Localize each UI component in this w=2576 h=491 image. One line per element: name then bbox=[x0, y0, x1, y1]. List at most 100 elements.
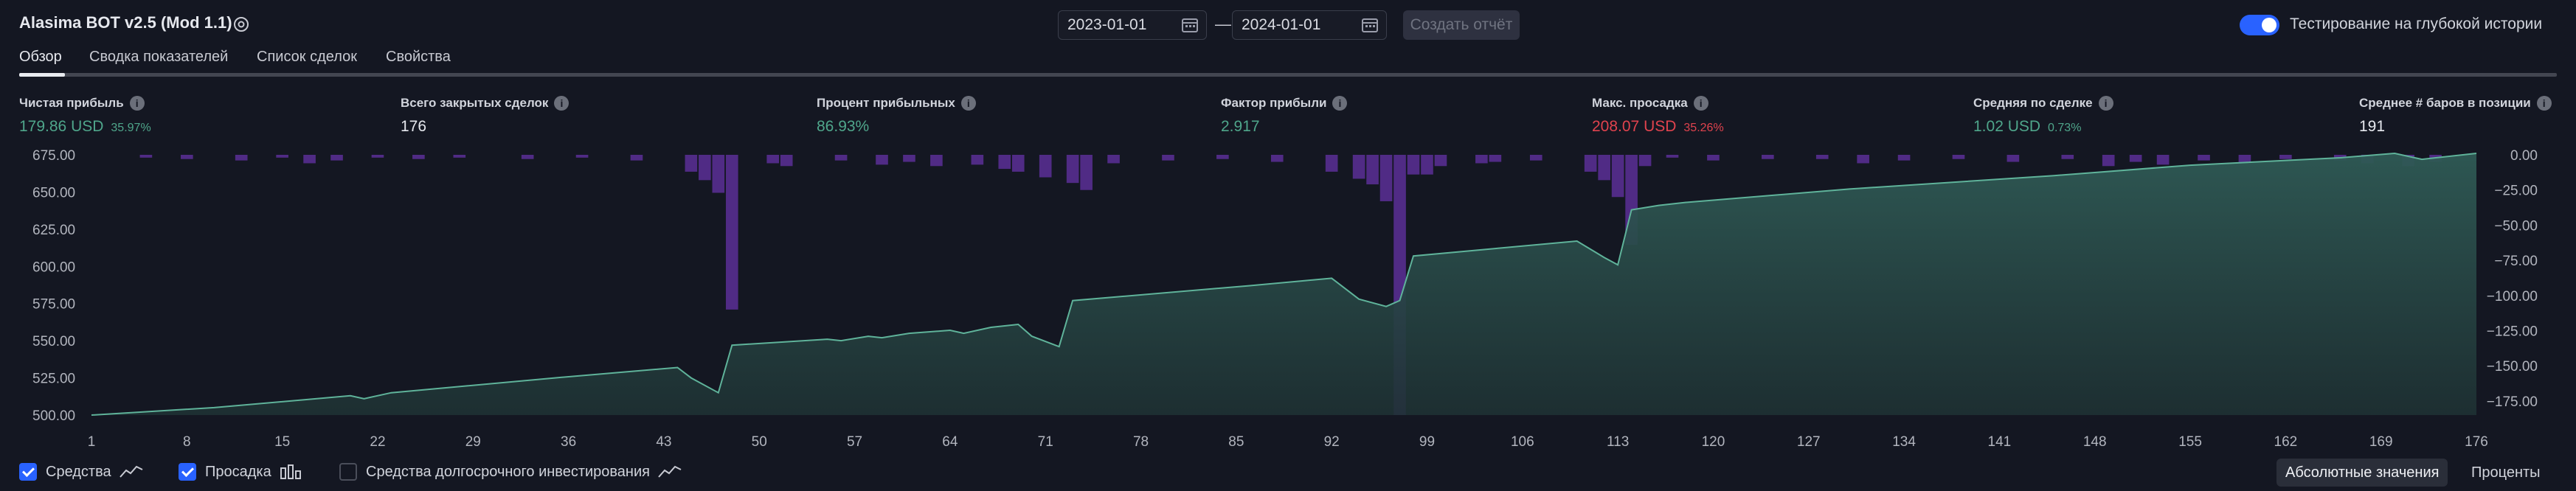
x-axis-tick: 85 bbox=[1228, 434, 1244, 450]
x-axis-tick: 78 bbox=[1133, 434, 1149, 450]
percent-values-button[interactable]: Проценты bbox=[2471, 464, 2541, 481]
stat-label: Макс. просадка bbox=[1592, 96, 1688, 110]
legend-long-term-equity[interactable]: Средства долгосрочного инвестирования bbox=[339, 463, 682, 481]
stat-value: 179.86 USD bbox=[19, 118, 104, 135]
legend-equity[interactable]: Средства bbox=[19, 463, 144, 481]
drawdown-bar bbox=[303, 155, 316, 164]
info-icon[interactable]: i bbox=[129, 96, 145, 111]
drawdown-bar bbox=[1598, 155, 1610, 181]
stat-total-closed-trades: Всего закрытых сделок i 176 bbox=[401, 96, 569, 136]
deep-history-toggle[interactable] bbox=[2240, 15, 2279, 35]
drawdown-bar bbox=[1080, 155, 1093, 190]
drawdown-bar bbox=[2198, 155, 2210, 161]
y-axis-right-tick: −150.00 bbox=[2487, 359, 2538, 375]
drawdown-bar bbox=[453, 155, 466, 158]
tab-performance-summary[interactable]: Сводка показателей bbox=[89, 49, 229, 65]
stat-profit-factor: Фактор прибыли i 2.917 bbox=[1221, 96, 1348, 136]
y-axis-left-tick: 675.00 bbox=[32, 148, 75, 164]
equity-drawdown-chart[interactable]: 675.00 650.00 625.00 600.00 575.00 550.00 525.… bbox=[0, 147, 2576, 451]
drawdown-checkbox[interactable] bbox=[179, 463, 196, 481]
tab-properties[interactable]: Свойства bbox=[386, 49, 451, 65]
date-separator: — bbox=[1215, 15, 1231, 33]
x-axis-tick: 8 bbox=[183, 434, 191, 450]
bar-chart-icon bbox=[280, 464, 301, 479]
drawdown-bar bbox=[276, 155, 288, 158]
calendar-icon[interactable] bbox=[1361, 17, 1379, 33]
deep-history-label: Тестирование на глубокой истории bbox=[2290, 15, 2543, 32]
tab-trades-list[interactable]: Список сделок bbox=[257, 49, 357, 65]
equity-checkbox[interactable] bbox=[19, 463, 37, 481]
date-from-value: 2023-01-01 bbox=[1067, 16, 1147, 33]
stat-value: 176 bbox=[401, 118, 427, 135]
calendar-icon[interactable] bbox=[1181, 17, 1199, 33]
equity-area bbox=[91, 153, 2476, 415]
drawdown-bar bbox=[1039, 155, 1052, 178]
stat-label: Процент прибыльных bbox=[817, 96, 955, 110]
stat-avg-bars-in-trade: Среднее # баров в позиции i 191 bbox=[2359, 96, 2552, 136]
drawdown-bar bbox=[521, 155, 534, 159]
info-icon[interactable]: i bbox=[554, 96, 569, 111]
info-icon[interactable]: i bbox=[1693, 96, 1708, 111]
y-axis-right-tick: −175.00 bbox=[2487, 394, 2538, 410]
drawdown-bar bbox=[235, 155, 248, 161]
x-axis-tick: 169 bbox=[2369, 434, 2393, 450]
drawdown-bar bbox=[1857, 155, 1869, 164]
drawdown-bar bbox=[1421, 155, 1433, 175]
y-axis-left-tick: 525.00 bbox=[32, 372, 75, 387]
date-to-input[interactable]: 2024-01-01 bbox=[1232, 10, 1387, 40]
drawdown-bar bbox=[971, 155, 984, 165]
y-axis-right-tick: −100.00 bbox=[2487, 289, 2538, 304]
y-axis-right-tick: −125.00 bbox=[2487, 324, 2538, 340]
x-axis-tick: 29 bbox=[465, 434, 481, 450]
drawdown-bar bbox=[1352, 155, 1365, 179]
stat-avg-trade: Средняя по сделке i 1.02 USD 0.73% bbox=[1973, 96, 2113, 136]
drawdown-bar bbox=[1897, 155, 1911, 161]
create-report-button[interactable]: Создать отчёт bbox=[1403, 10, 1520, 40]
top-bar: Alasima BOT v2.5 (Mod 1.1) 2023-01-01 — … bbox=[0, 0, 2576, 49]
drawdown-bar bbox=[1666, 155, 1679, 158]
settings-gear-icon[interactable] bbox=[232, 15, 251, 34]
stat-percent: 35.26% bbox=[1683, 122, 1724, 134]
info-icon[interactable]: i bbox=[2536, 96, 2552, 111]
stat-label: Средняя по сделке bbox=[1973, 96, 2093, 110]
drawdown-bar bbox=[1611, 155, 1624, 198]
drawdown-bar bbox=[1475, 155, 1488, 164]
drawdown-bar bbox=[181, 155, 193, 159]
drawdown-bar bbox=[699, 155, 711, 181]
info-icon[interactable]: i bbox=[960, 96, 976, 111]
drawdown-bar bbox=[766, 155, 780, 164]
y-axis-left-tick: 550.00 bbox=[32, 334, 75, 349]
drawdown-bar bbox=[1407, 155, 1420, 175]
x-axis-tick: 162 bbox=[2274, 434, 2298, 450]
drawdown-bar bbox=[712, 155, 725, 193]
drawdown-bar bbox=[2129, 155, 2142, 162]
x-axis-tick: 1 bbox=[88, 434, 96, 450]
info-icon[interactable]: i bbox=[1332, 96, 1348, 111]
drawdown-bar bbox=[1011, 155, 1025, 172]
drawdown-bar bbox=[1638, 155, 1652, 167]
legend-equity-label: Средства bbox=[46, 463, 111, 480]
drawdown-bar bbox=[1162, 155, 1174, 161]
drawdown-bar bbox=[1529, 155, 1543, 161]
drawdown-bar bbox=[1066, 155, 1079, 184]
info-icon[interactable]: i bbox=[2098, 96, 2113, 111]
x-axis-tick: 155 bbox=[2178, 434, 2202, 450]
y-axis-right-tick: −75.00 bbox=[2494, 254, 2538, 269]
absolute-values-button[interactable]: Абсолютные значения bbox=[2276, 459, 2448, 487]
stat-value: 1.02 USD bbox=[1973, 118, 2041, 135]
legend-drawdown[interactable]: Просадка bbox=[179, 463, 304, 481]
drawdown-bar bbox=[1434, 155, 1447, 167]
drawdown-bar bbox=[1366, 155, 1379, 185]
date-to-value: 2024-01-01 bbox=[1242, 16, 1321, 33]
tab-bar: Обзор Сводка показателей Список сделок С… bbox=[0, 49, 2576, 78]
stat-percent-profitable: Процент прибыльных i 86.93% bbox=[817, 96, 976, 136]
toggle-knob bbox=[2262, 18, 2276, 32]
drawdown-bar bbox=[725, 155, 738, 310]
drawdown-bar bbox=[930, 155, 943, 167]
stat-label: Среднее # баров в позиции bbox=[2359, 96, 2531, 110]
long-term-equity-checkbox[interactable] bbox=[339, 463, 357, 481]
strategy-title: Alasima BOT v2.5 (Mod 1.1) bbox=[19, 13, 232, 32]
date-from-input[interactable]: 2023-01-01 bbox=[1058, 10, 1207, 40]
x-axis-tick: 134 bbox=[1892, 434, 1916, 450]
tab-overview[interactable]: Обзор bbox=[19, 49, 62, 65]
